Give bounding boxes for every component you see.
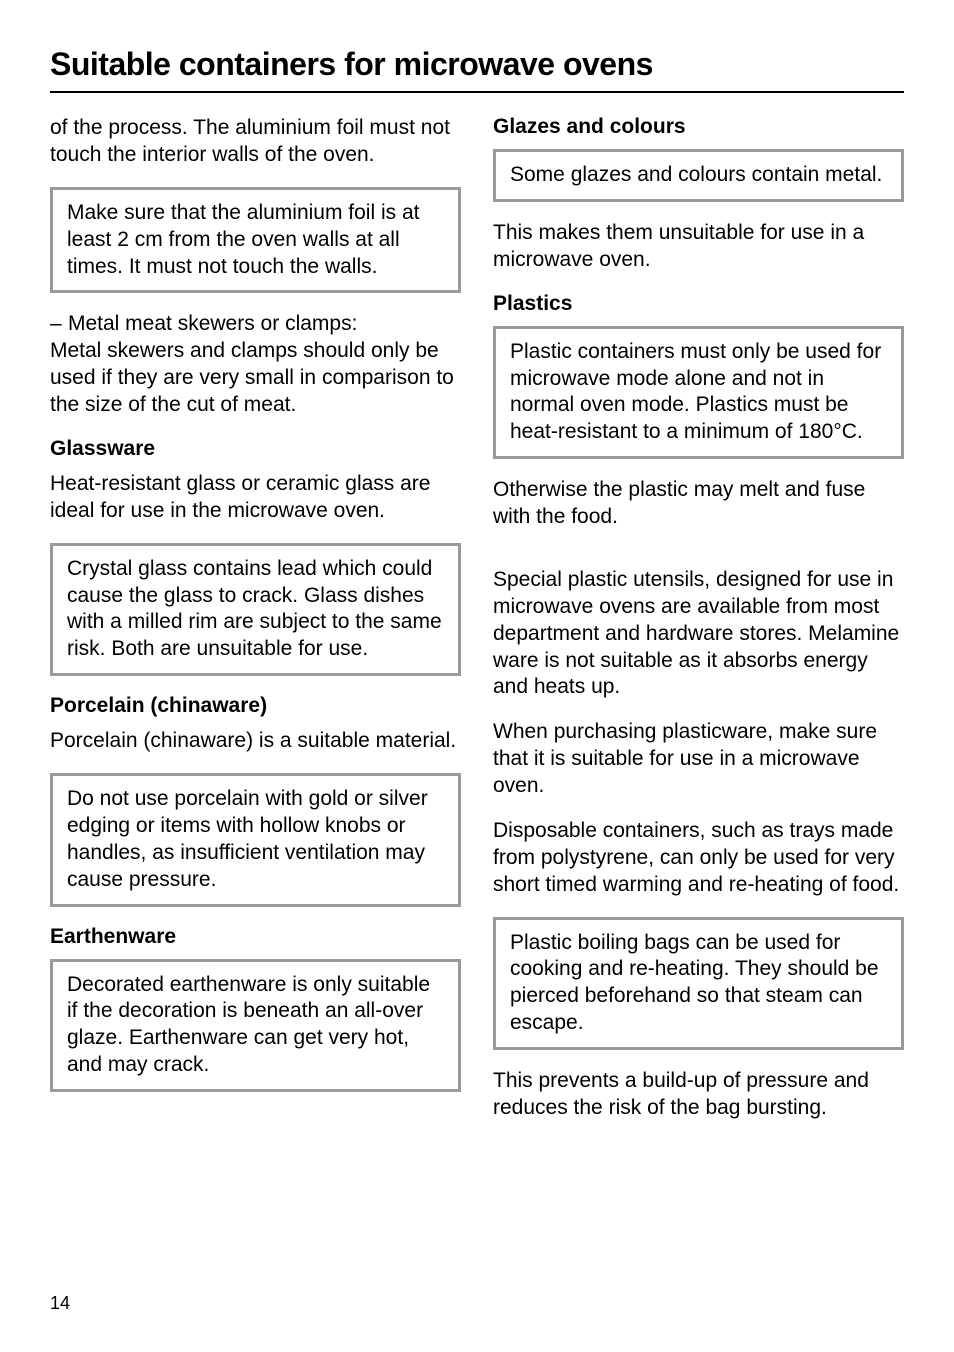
aluminium-callout: Make sure that the aluminium foil is at …: [50, 187, 461, 294]
two-column-layout: of the process. The aluminium foil must …: [50, 115, 904, 1140]
plastics-callout-one: Plastic containers must only be used for…: [493, 326, 904, 460]
glassware-heading: Glassware: [50, 437, 461, 461]
document-page: Suitable containers for microwave ovens …: [0, 0, 954, 1352]
glassware-paragraph: Heat-resistant glass or ceramic glass ar…: [50, 471, 461, 525]
plastics-p5: This prevents a build-up of pressure and…: [493, 1068, 904, 1122]
plastics-p1: Otherwise the plastic may melt and fuse …: [493, 477, 904, 531]
metal-skewers-item: –Metal meat skewers or clamps: Metal ske…: [50, 311, 461, 419]
plastics-p3: When purchasing plasticware, make sure t…: [493, 719, 904, 800]
page-title: Suitable containers for microwave ovens: [50, 46, 904, 83]
plastics-p2: Special plastic utensils, designed for u…: [493, 567, 904, 701]
right-column: Glazes and colours Some glazes and colou…: [493, 115, 904, 1140]
glazes-callout: Some glazes and colours contain metal.: [493, 149, 904, 202]
porcelain-paragraph: Porcelain (chinaware) is a suitable mate…: [50, 728, 461, 755]
bullet-lead: Metal meat skewers or clamps:: [68, 312, 357, 335]
plastics-callout-two: Plastic boiling bags can be used for coo…: [493, 917, 904, 1051]
earthenware-heading: Earthenware: [50, 925, 461, 949]
glazes-paragraph: This makes them unsuitable for use in a …: [493, 220, 904, 274]
title-rule: [50, 91, 904, 93]
porcelain-callout: Do not use porcelain with gold or silver…: [50, 773, 461, 907]
page-number: 14: [50, 1293, 70, 1314]
left-column: of the process. The aluminium foil must …: [50, 115, 461, 1140]
dash-icon: –: [50, 311, 68, 338]
plastics-p4: Disposable containers, such as trays mad…: [493, 818, 904, 899]
intro-paragraph: of the process. The aluminium foil must …: [50, 115, 461, 169]
glassware-callout: Crystal glass contains lead which could …: [50, 543, 461, 677]
glazes-heading: Glazes and colours: [493, 115, 904, 139]
plastics-heading: Plastics: [493, 292, 904, 316]
porcelain-heading: Porcelain (chinaware): [50, 694, 461, 718]
earthenware-callout: Decorated earthenware is only suitable i…: [50, 959, 461, 1093]
bullet-body: Metal skewers and clamps should only be …: [50, 339, 454, 416]
